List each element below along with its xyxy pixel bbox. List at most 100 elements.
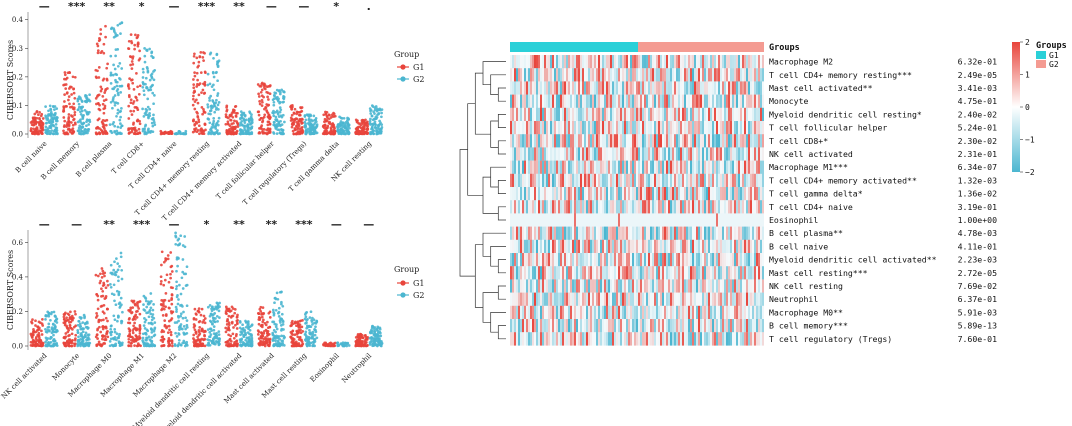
data-point-g1 [104, 325, 107, 329]
data-point-g2 [121, 310, 124, 314]
data-point-g1 [261, 120, 264, 124]
heatmap-cell [522, 81, 524, 95]
data-point-g1 [331, 123, 335, 126]
data-point-g1 [132, 132, 136, 135]
data-point-g1 [235, 321, 239, 325]
heatmap-cell [708, 107, 710, 122]
heatmap-cell [550, 55, 552, 69]
heatmap-cell [750, 107, 752, 122]
data-point-g2 [44, 105, 47, 108]
heatmap-cell [524, 147, 526, 161]
data-point-g1 [293, 107, 297, 111]
data-point-g2 [50, 122, 53, 126]
heatmap-cell [738, 121, 740, 135]
heatmap-cell [634, 94, 636, 108]
heatmap-cell [624, 160, 626, 174]
heatmap-cell [734, 160, 736, 174]
data-point-g1 [260, 88, 264, 92]
heatmap-cell [674, 55, 676, 69]
data-point-g2 [304, 315, 308, 319]
heatmap-cell [720, 107, 722, 122]
heatmap-cell [618, 160, 620, 174]
data-point-g1 [96, 294, 100, 298]
heatmap-cell [676, 121, 678, 135]
heatmap-cell [612, 121, 614, 135]
heatmap-cell [758, 121, 760, 135]
heatmap-cell [546, 147, 548, 161]
heatmap-cell [622, 134, 624, 148]
heatmap-cell [760, 81, 762, 95]
data-point-g1 [104, 123, 108, 127]
data-point-g2 [112, 344, 116, 348]
data-point-g1 [232, 121, 235, 125]
heatmap-cell [548, 81, 550, 95]
significance-marker: * [139, 0, 145, 13]
data-point-g1 [66, 132, 70, 136]
heatmap-cell [722, 147, 724, 161]
data-point-g2 [380, 123, 384, 126]
data-point-g2 [115, 132, 118, 136]
data-point-g2 [81, 339, 85, 342]
data-point-g2 [77, 319, 81, 323]
data-point-g1 [127, 47, 130, 50]
heatmap-cell [614, 121, 616, 135]
heatmap-cell [742, 81, 744, 95]
data-point-g1 [136, 108, 140, 112]
heatmap-cell [512, 147, 514, 161]
heatmap-cell [574, 55, 576, 69]
data-point-g2 [87, 333, 91, 337]
data-point-g2 [52, 333, 55, 337]
data-point-g2 [85, 124, 88, 128]
heatmap-cell [664, 94, 666, 108]
heatmap-cell [730, 94, 732, 108]
heatmap-cell [510, 55, 512, 69]
data-point-g2 [375, 132, 379, 136]
data-point-g2 [311, 336, 315, 340]
heatmap-cell [584, 121, 586, 135]
heatmap-cell [648, 147, 650, 161]
data-point-g1 [159, 280, 163, 283]
data-point-g1 [295, 117, 299, 121]
data-point-g1 [41, 128, 45, 132]
heatmap-cell [752, 55, 754, 69]
heatmap-cell [594, 147, 596, 161]
data-point-g2 [49, 335, 53, 339]
data-point-g2 [206, 117, 210, 121]
data-point-g2 [47, 129, 50, 132]
heatmap-cell [704, 160, 706, 174]
heatmap-cell [516, 94, 518, 108]
data-point-g1 [264, 323, 268, 327]
heatmap-cell [690, 160, 692, 174]
data-point-g2 [53, 129, 57, 133]
data-point-g2 [214, 127, 218, 130]
data-point-g2 [276, 297, 280, 301]
heatmap-cell [612, 134, 614, 148]
heatmap-cell [594, 134, 596, 148]
data-point-g1 [163, 319, 167, 322]
heatmap-cell [538, 55, 540, 69]
heatmap-cell [586, 107, 588, 122]
heatmap-cell [756, 160, 758, 174]
heatmap-cell [712, 147, 714, 161]
significance-marker: — [298, 0, 309, 13]
data-point-g1 [101, 335, 105, 339]
data-point-g2 [150, 121, 154, 125]
heatmap-cell [736, 160, 738, 174]
data-point-g2 [53, 314, 57, 318]
data-point-g2 [144, 299, 148, 303]
data-point-g2 [274, 339, 277, 343]
data-point-g2 [120, 268, 124, 272]
data-point-g1 [162, 299, 165, 302]
heatmap-cell [520, 160, 522, 174]
data-point-g2 [143, 47, 146, 50]
heatmap-cell [686, 134, 688, 148]
heatmap-cell [666, 68, 668, 82]
data-point-g1 [170, 317, 174, 320]
heatmap-cell [644, 160, 646, 174]
heatmap-cell [598, 160, 600, 174]
data-point-g2 [141, 107, 144, 111]
data-point-g1 [191, 130, 195, 134]
bottom-legend-g1-label: G1 [413, 279, 424, 288]
heatmap-cell [620, 134, 622, 148]
data-point-g1 [65, 123, 69, 126]
